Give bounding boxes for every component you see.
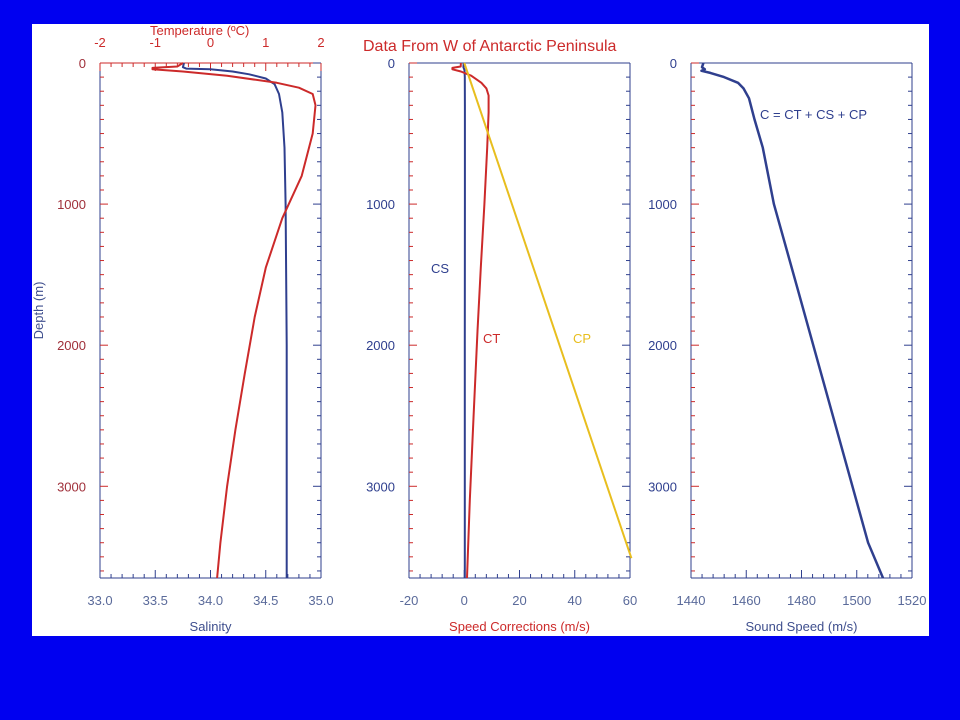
middle-ytick-label: 1000 [366,197,395,212]
left-xtick-label: 33.5 [143,593,168,608]
middle-series-line-1 [451,62,490,579]
middle-xtick-label: -20 [400,593,419,608]
right-ytick-label: 0 [670,56,677,71]
y-axis-label: Depth (m) [32,282,46,340]
middle-series-label-1: CT [483,331,500,346]
chart-svg: Data From W of Antarctic Peninsula 01000… [32,24,927,634]
middle-xlabel: Speed Corrections (m/s) [449,619,590,634]
right-ytick-label: 1000 [648,197,677,212]
middle-series-line-0 [462,62,466,578]
middle-series-line-2 [463,62,633,559]
left-top-xtick-label: 2 [317,35,324,50]
right-ytick-label: 3000 [648,479,677,494]
middle-xtick-label: 20 [512,593,526,608]
right-xlabel: Sound Speed (m/s) [745,619,857,634]
middle-ytick-label: 3000 [366,479,395,494]
left-xtick-label: 34.0 [198,593,223,608]
left-top-xtick-label: -2 [94,35,106,50]
left-xlabel: Salinity [190,619,232,634]
left-top-xtick-label: -1 [149,35,161,50]
left-xtick-label: 35.0 [308,593,333,608]
left-ytick-label: 2000 [57,338,86,353]
right-xtick-label: 1520 [898,593,927,608]
figure-title: Data From W of Antarctic Peninsula [363,38,617,55]
middle-xtick-label: 60 [623,593,637,608]
right-xtick-label: 1460 [732,593,761,608]
right-ytick-label: 2000 [648,338,677,353]
middle-series-label-2: CP [573,331,591,346]
left-xtick-label: 33.0 [87,593,112,608]
left-ytick-label: 1000 [57,197,86,212]
left-series-line-1 [151,62,317,579]
middle-xtick-label: 40 [568,593,582,608]
left-ytick-label: 3000 [57,479,86,494]
left-top-xtick-label: 1 [262,35,269,50]
middle-ytick-label: 0 [388,56,395,71]
middle-ytick-label: 2000 [366,338,395,353]
middle-xtick-label: 0 [461,593,468,608]
left-top-xlabel: Temperature (ºC) [150,24,249,38]
left-series-line-0 [181,62,288,578]
right-series-line-0 [700,62,885,579]
left-top-xtick-label: 0 [207,35,214,50]
figure-panel: Data From W of Antarctic Peninsula 0 1000… [32,24,929,636]
middle-series-label-0: CS [431,261,449,276]
right-xtick-label: 1440 [677,593,706,608]
right-xtick-label: 1500 [842,593,871,608]
left-xtick-label: 34.5 [253,593,278,608]
right-series-label-0: C = CT + CS + CP [760,107,867,122]
left-ytick-label: 0 [79,56,86,71]
right-xtick-label: 1480 [787,593,816,608]
